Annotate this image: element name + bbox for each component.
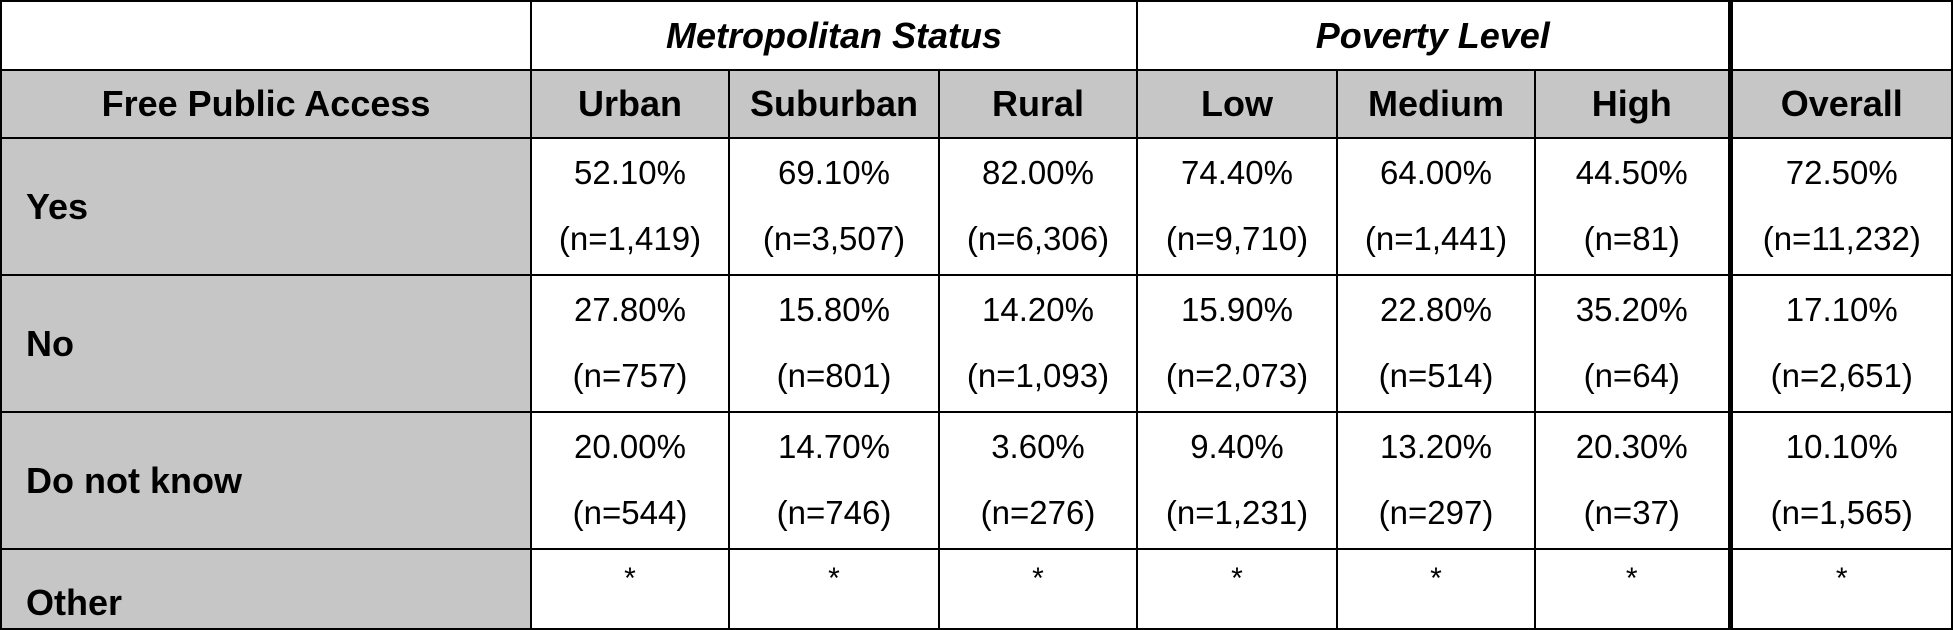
table-row-yes: Yes 52.10% (n=1,419) 69.10% (n=3,507) 82.0… <box>0 137 1953 276</box>
sample-count: (n=1,441) <box>1364 220 1508 257</box>
sample-count: (n=757) <box>572 357 688 394</box>
percent-value: 72.50% <box>1785 154 1898 191</box>
sample-count: (n=1,565) <box>1770 494 1913 531</box>
sample-count: (n=2,073) <box>1165 357 1309 394</box>
percent-value: 14.70% <box>778 428 890 465</box>
percent-value: 14.20% <box>982 291 1094 328</box>
suppressed-value: * <box>530 548 730 630</box>
data-cell: 9.40% (n=1,231) <box>1136 411 1338 550</box>
col-header-medium: Medium <box>1336 69 1536 139</box>
empty-overall-group-cell <box>1727 0 1953 71</box>
data-cell-overall: 10.10% (n=1,565) <box>1727 411 1953 550</box>
sample-count: (n=64) <box>1583 357 1680 394</box>
percent-value: 64.00% <box>1380 154 1492 191</box>
col-header-low: Low <box>1136 69 1338 139</box>
percent-value: 22.80% <box>1380 291 1492 328</box>
percent-value: 44.50% <box>1575 154 1688 191</box>
data-cell: 15.80% (n=801) <box>728 274 940 413</box>
data-cell: 22.80% (n=514) <box>1336 274 1536 413</box>
data-cell: 44.50% (n=81) <box>1533 137 1732 276</box>
percent-value: 9.40% <box>1190 428 1284 465</box>
percent-value: 20.30% <box>1575 428 1688 465</box>
percent-value: 74.40% <box>1181 154 1293 191</box>
percent-value: 27.80% <box>574 291 686 328</box>
sample-count: (n=1,093) <box>966 357 1110 394</box>
data-cell: 74.40% (n=9,710) <box>1136 137 1338 276</box>
sample-count: (n=6,306) <box>966 220 1110 257</box>
data-cell: 20.00% (n=544) <box>530 411 730 550</box>
percent-value: 13.20% <box>1380 428 1492 465</box>
percent-value: 17.10% <box>1785 291 1898 328</box>
sample-count: (n=297) <box>1378 494 1494 531</box>
row-label-other: Other <box>0 548 532 630</box>
percent-value: 52.10% <box>574 154 686 191</box>
sample-count: (n=1,419) <box>558 220 702 257</box>
sample-count: (n=746) <box>776 494 892 531</box>
data-cell: 13.20% (n=297) <box>1336 411 1536 550</box>
metropolitan-status-header: Metropolitan Status <box>530 0 1138 71</box>
percent-value: 35.20% <box>1575 291 1688 328</box>
suppressed-value: * <box>1533 548 1732 630</box>
data-cell-overall: 17.10% (n=2,651) <box>1727 274 1953 413</box>
data-cell: 64.00% (n=1,441) <box>1336 137 1536 276</box>
data-cell: 15.90% (n=2,073) <box>1136 274 1338 413</box>
sample-count: (n=37) <box>1583 494 1680 531</box>
column-header-row: Free Public Access Urban Suburban Rural … <box>0 69 1953 139</box>
suppressed-value: * <box>938 548 1138 630</box>
row-label-yes: Yes <box>0 137 532 276</box>
percent-value: 15.80% <box>778 291 890 328</box>
suppressed-value-overall: * <box>1727 548 1953 630</box>
row-label-no: No <box>0 274 532 413</box>
data-cell: 14.70% (n=746) <box>728 411 940 550</box>
data-cell: 20.30% (n=37) <box>1533 411 1732 550</box>
sample-count: (n=2,651) <box>1770 357 1913 394</box>
suppressed-value: * <box>1136 548 1338 630</box>
sample-count: (n=544) <box>572 494 688 531</box>
sample-count: (n=1,231) <box>1165 494 1309 531</box>
sample-count: (n=514) <box>1378 357 1494 394</box>
percent-value: 82.00% <box>982 154 1094 191</box>
poverty-level-header: Poverty Level <box>1135 0 1732 71</box>
table-row-no: No 27.80% (n=757) 15.80% (n=801) 14.20% (n=… <box>0 274 1953 413</box>
col-header-overall: Overall <box>1727 69 1953 139</box>
table-row-other: Other * * * * * * * <box>0 548 1953 630</box>
data-cell: 82.00% (n=6,306) <box>938 137 1138 276</box>
col-header-rural: Rural <box>938 69 1138 139</box>
data-cell: 35.20% (n=64) <box>1533 274 1732 413</box>
sample-count: (n=3,507) <box>762 220 906 257</box>
data-cell: 14.20% (n=1,093) <box>938 274 1138 413</box>
table-row-do-not-know: Do not know 20.00% (n=544) 14.70% (n=746) … <box>0 411 1953 550</box>
percent-value: 69.10% <box>778 154 890 191</box>
sample-count: (n=81) <box>1583 220 1680 257</box>
row-label-do-not-know: Do not know <box>0 411 532 550</box>
data-cell: 69.10% (n=3,507) <box>728 137 940 276</box>
percent-value: 10.10% <box>1785 428 1898 465</box>
percent-value: 3.60% <box>991 428 1085 465</box>
sample-count: (n=9,710) <box>1165 220 1309 257</box>
percent-value: 15.90% <box>1181 291 1293 328</box>
empty-corner-cell <box>0 0 532 71</box>
suppressed-value: * <box>728 548 940 630</box>
col-header-suburban: Suburban <box>728 69 940 139</box>
sample-count: (n=11,232) <box>1762 220 1921 257</box>
col-header-high: High <box>1533 69 1732 139</box>
col-header-free-public-access: Free Public Access <box>0 69 532 139</box>
data-cell: 3.60% (n=276) <box>938 411 1138 550</box>
sample-count: (n=276) <box>980 494 1096 531</box>
data-cell: 52.10% (n=1,419) <box>530 137 730 276</box>
percent-value: 20.00% <box>574 428 686 465</box>
suppressed-value: * <box>1336 548 1536 630</box>
col-header-urban: Urban <box>530 69 730 139</box>
data-cell: 27.80% (n=757) <box>530 274 730 413</box>
sample-count: (n=801) <box>776 357 892 394</box>
group-header-row: Metropolitan Status Poverty Level <box>0 0 1953 71</box>
data-cell-overall: 72.50% (n=11,232) <box>1727 137 1953 276</box>
